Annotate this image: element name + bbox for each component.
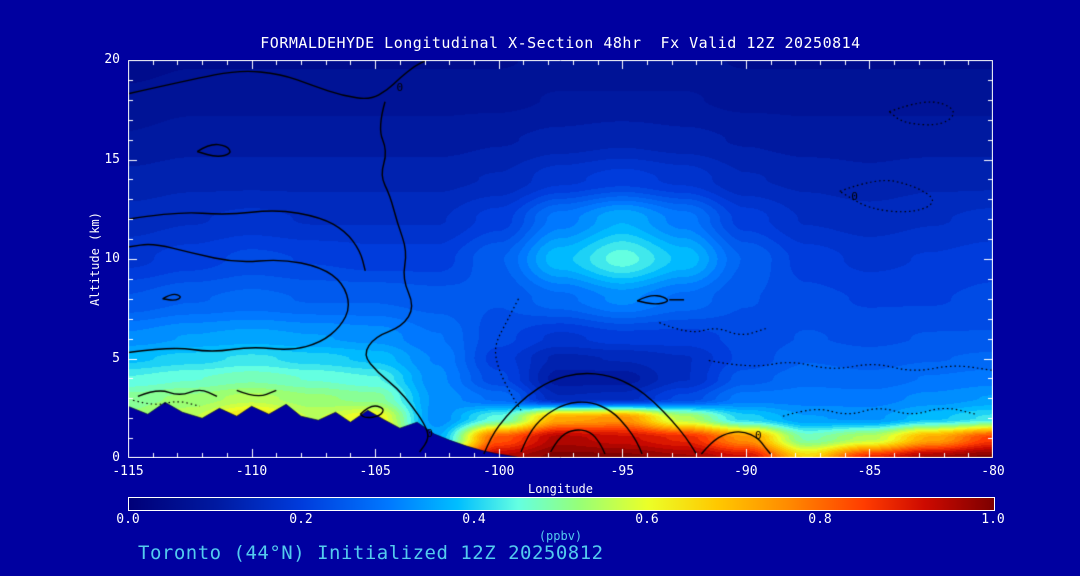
colorbar-tick-label: 0.0 [116,512,140,527]
x-tick-label: -95 [610,464,635,479]
x-tick-label: -100 [483,464,515,479]
initialization-text: Toronto (44°N) Initialized 12Z 20250812 [138,542,604,564]
chart-title: FORMALDEHYDE Longitudinal X-Section 48hr… [260,34,861,52]
colorbar-tick-label: 0.4 [462,512,486,527]
x-axis-label: Longitude [527,482,594,496]
y-tick-label: 0 [112,450,120,465]
x-tick-label: -110 [235,464,268,479]
x-tick-label: -80 [981,464,1005,479]
colorbar-tick-label: 0.8 [808,512,832,527]
colorbar-tick-label: 1.0 [981,512,1005,527]
cross-section-plot [128,60,993,458]
y-tick-label: 20 [104,52,120,67]
x-tick-label: -85 [857,464,882,479]
colorbar-tick-label: 0.6 [635,512,659,527]
colorbar [128,497,995,511]
colorbar-units-label: (ppbv) [538,529,583,543]
x-tick-label: -90 [734,464,758,479]
x-tick-label: -105 [359,464,391,479]
colorbar-tick-label: 0.2 [289,512,313,527]
x-tick-label: -115 [112,464,144,479]
y-axis-label: Altitude (km) [88,212,102,306]
